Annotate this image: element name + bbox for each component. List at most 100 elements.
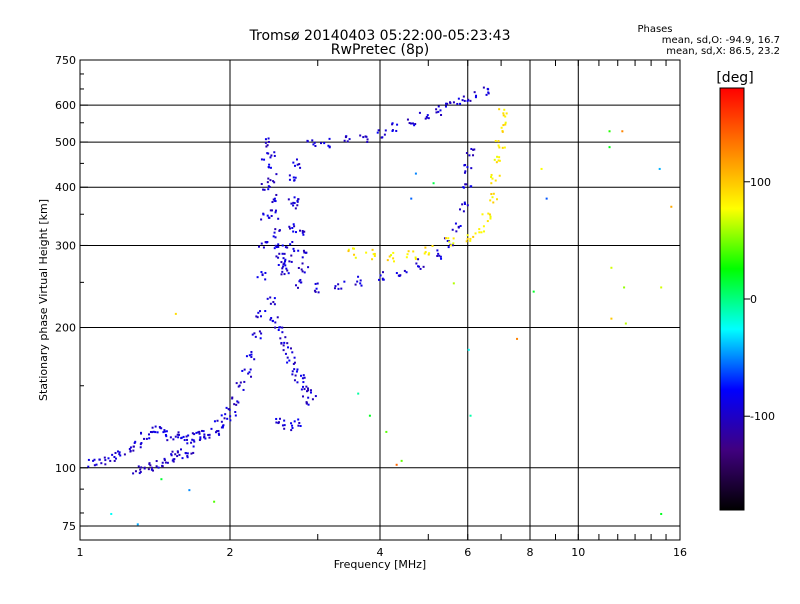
data-point bbox=[274, 211, 277, 214]
data-point bbox=[357, 392, 360, 395]
colorbar-ticks: 100 0 -100 bbox=[744, 176, 775, 423]
data-point bbox=[233, 403, 236, 406]
data-point bbox=[459, 224, 462, 227]
y-tick-label: 400 bbox=[55, 181, 76, 194]
data-point bbox=[291, 424, 294, 427]
data-point bbox=[469, 239, 472, 242]
data-point bbox=[463, 171, 466, 174]
data-point bbox=[154, 431, 157, 434]
data-point bbox=[293, 356, 296, 359]
data-point bbox=[192, 451, 195, 454]
data-point bbox=[166, 439, 169, 442]
data-point bbox=[191, 438, 194, 441]
data-point bbox=[273, 181, 276, 184]
data-point bbox=[497, 140, 500, 143]
data-point bbox=[201, 429, 204, 432]
data-point bbox=[147, 433, 150, 436]
data-point bbox=[199, 436, 202, 439]
x-tick-label: 16 bbox=[673, 546, 687, 559]
data-point bbox=[444, 237, 447, 240]
data-point bbox=[282, 349, 285, 352]
data-point bbox=[254, 335, 257, 338]
data-point bbox=[463, 164, 466, 167]
data-point bbox=[451, 244, 454, 247]
data-point bbox=[269, 156, 272, 159]
data-point bbox=[114, 457, 117, 460]
data-point bbox=[301, 270, 304, 273]
data-point bbox=[265, 145, 268, 148]
data-point bbox=[234, 411, 237, 414]
data-point bbox=[148, 437, 151, 440]
data-point bbox=[532, 290, 535, 293]
data-point bbox=[274, 321, 277, 324]
data-point bbox=[143, 437, 146, 440]
data-point bbox=[123, 453, 126, 456]
data-point bbox=[138, 472, 141, 475]
data-point bbox=[286, 361, 289, 364]
data-point bbox=[160, 478, 163, 481]
data-point bbox=[314, 145, 317, 148]
data-point bbox=[422, 265, 425, 268]
data-point bbox=[489, 215, 492, 218]
data-point bbox=[292, 230, 295, 233]
data-point bbox=[116, 450, 119, 453]
data-point bbox=[470, 167, 473, 170]
data-point bbox=[207, 433, 210, 436]
data-point bbox=[278, 417, 281, 420]
data-point bbox=[132, 449, 135, 452]
data-point bbox=[450, 244, 453, 247]
data-point bbox=[417, 265, 420, 268]
data-point bbox=[540, 167, 543, 170]
data-point bbox=[302, 249, 305, 252]
data-point bbox=[274, 326, 277, 329]
data-point bbox=[228, 408, 231, 411]
data-point bbox=[293, 361, 296, 364]
data-point bbox=[287, 198, 290, 201]
data-point bbox=[303, 388, 306, 391]
data-point bbox=[343, 139, 346, 142]
data-point bbox=[286, 342, 289, 345]
data-point bbox=[98, 458, 101, 461]
data-point bbox=[269, 209, 272, 212]
data-point bbox=[281, 244, 284, 247]
data-point bbox=[307, 387, 310, 390]
data-point bbox=[461, 203, 464, 206]
data-point bbox=[249, 368, 252, 371]
data-point bbox=[388, 255, 391, 258]
data-point bbox=[459, 102, 462, 105]
data-point bbox=[301, 229, 304, 232]
data-point bbox=[621, 130, 624, 133]
data-point bbox=[439, 109, 442, 112]
data-point bbox=[269, 318, 272, 321]
data-point bbox=[288, 178, 291, 181]
data-point bbox=[275, 246, 278, 249]
data-point bbox=[462, 210, 465, 213]
data-point bbox=[221, 426, 224, 429]
data-point bbox=[498, 108, 501, 111]
data-point bbox=[382, 278, 385, 281]
data-point bbox=[202, 430, 205, 433]
y-tick-label: 100 bbox=[55, 462, 76, 475]
data-point bbox=[405, 256, 408, 259]
data-point bbox=[267, 166, 270, 169]
data-point bbox=[297, 198, 300, 201]
data-point bbox=[277, 217, 280, 220]
data-point bbox=[296, 368, 299, 371]
data-point bbox=[178, 433, 181, 436]
data-point bbox=[182, 435, 185, 438]
y-tick-label: 600 bbox=[55, 99, 76, 112]
data-point bbox=[498, 174, 501, 177]
data-point bbox=[250, 356, 253, 359]
data-point bbox=[284, 258, 287, 261]
data-point bbox=[284, 260, 287, 263]
data-point bbox=[275, 421, 278, 424]
data-point bbox=[262, 246, 265, 249]
data-point bbox=[305, 402, 308, 405]
data-point bbox=[292, 362, 295, 365]
data-point bbox=[188, 489, 191, 492]
data-point bbox=[497, 159, 500, 162]
data-point bbox=[316, 282, 319, 285]
data-point bbox=[208, 433, 211, 436]
data-point bbox=[288, 359, 291, 362]
